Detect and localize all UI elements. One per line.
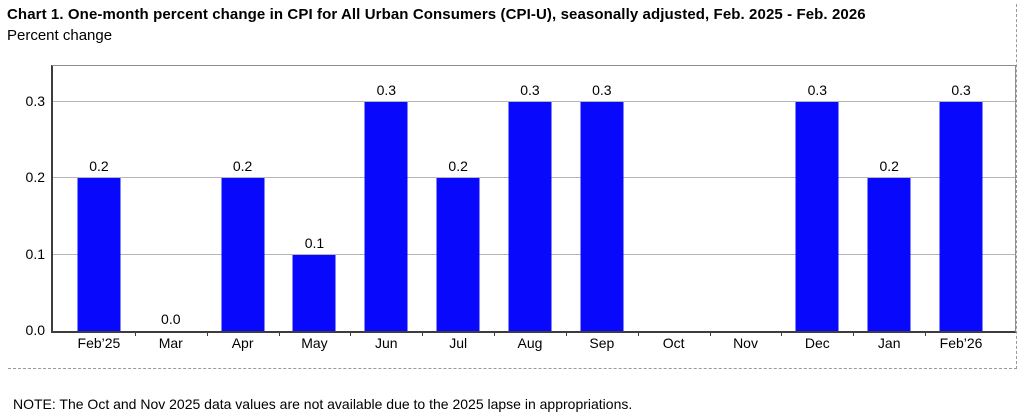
- chart-note: NOTE: The Oct and Nov 2025 data values a…: [13, 396, 633, 412]
- band-Feb26: 0.3: [925, 66, 997, 331]
- band-Dec: 0.3: [781, 66, 853, 331]
- y-tick-label-0.3: 0.3: [25, 92, 45, 109]
- value-label-Feb25: 0.2: [89, 158, 109, 175]
- x-tick-label-Sep: Sep: [589, 335, 615, 351]
- bar-Apr: [221, 178, 265, 331]
- x-tick-label-Aug: Aug: [517, 335, 543, 351]
- band-Apr: 0.2: [207, 66, 279, 331]
- bar-Sep: [580, 101, 624, 331]
- bar-Jul: [436, 178, 480, 331]
- x-tick-label-Oct: Oct: [662, 335, 685, 351]
- x-axis-tick: [350, 332, 352, 336]
- x-axis-tick: [709, 332, 711, 336]
- value-label-Mar: 0.0: [161, 311, 181, 327]
- value-label-Aug: 0.3: [520, 81, 540, 98]
- x-tick-label-Apr: Apr: [231, 335, 254, 351]
- value-label-Jul: 0.2: [448, 158, 468, 175]
- chart-title: Chart 1. One-month percent change in CPI…: [7, 6, 866, 23]
- bar-May: [292, 254, 336, 331]
- band-Jan: 0.2: [853, 66, 925, 331]
- x-axis-tick: [494, 332, 496, 336]
- value-label-Feb26: 0.3: [951, 81, 971, 98]
- bar-band-container: 0.2 0.0 0.2 0.1 0.3 0.2 0.3 0.3 0.3 0.2 0.3: [53, 66, 1015, 331]
- x-axis-tick: [637, 332, 639, 336]
- value-label-May: 0.1: [304, 234, 325, 251]
- x-axis-tick: [206, 332, 208, 336]
- x-axis-tick: [422, 332, 424, 336]
- x-axis-tick: [781, 332, 783, 336]
- bar-Dec: [795, 101, 839, 331]
- x-axis-tick: [925, 332, 927, 336]
- plot-area: 0.2 0.0 0.2 0.1 0.3 0.2 0.3 0.3 0.3 0.2 0.3: [51, 65, 1016, 333]
- y-tick-label-0.2: 0.2: [25, 169, 45, 186]
- value-label-Jan: 0.2: [879, 158, 899, 175]
- band-Aug: 0.3: [494, 66, 566, 331]
- band-May: 0.1: [279, 66, 351, 331]
- x-tick-label-Jun: Jun: [375, 335, 398, 351]
- chart-frame-border: [8, 4, 1017, 369]
- y-tick-label-0.1: 0.1: [25, 245, 45, 262]
- x-tick-label-May: May: [301, 335, 328, 351]
- bar-Aug: [508, 101, 552, 331]
- x-tick-label-Jan: Jan: [877, 335, 901, 351]
- band-Feb25: 0.2: [63, 66, 135, 331]
- x-axis-labels: Feb’25 Mar Apr May Jun Jul Aug Sep Oct Nov Dec Jan F…: [53, 335, 1015, 351]
- chart-subtitle-percent-change: Percent change: [7, 27, 113, 44]
- gridline-0.3: [53, 100, 1015, 102]
- band-Nov: [710, 66, 782, 331]
- x-axis-tick: [853, 332, 855, 336]
- x-axis-tick: [278, 332, 280, 336]
- value-label-Jun: 0.3: [376, 81, 397, 98]
- x-tick-label-Jul: Jul: [449, 335, 468, 351]
- bar-Jun: [364, 101, 408, 331]
- y-tick-label-0.0: 0.0: [25, 322, 45, 338]
- x-tick-label-Dec: Dec: [804, 335, 830, 351]
- bar-Feb25: [77, 178, 121, 331]
- band-Jul: 0.2: [422, 66, 494, 331]
- value-label-Apr: 0.2: [232, 158, 253, 175]
- x-tick-label-Feb26: Feb’26: [939, 335, 983, 351]
- band-Mar: 0.0: [135, 66, 207, 331]
- band-Sep: 0.3: [566, 66, 638, 331]
- band-Jun: 0.3: [350, 66, 422, 331]
- bar-Feb26: [939, 101, 983, 331]
- band-Oct: [638, 66, 710, 331]
- x-axis-tick: [565, 332, 567, 336]
- x-axis-tick: [134, 332, 136, 336]
- x-tick-label-Mar: Mar: [158, 335, 183, 351]
- x-tick-label-Nov: Nov: [733, 335, 758, 351]
- value-label-Dec: 0.3: [807, 81, 828, 98]
- x-tick-label-Feb25: Feb’25: [77, 335, 121, 351]
- bar-Jan: [867, 178, 911, 331]
- value-label-Sep: 0.3: [592, 81, 612, 98]
